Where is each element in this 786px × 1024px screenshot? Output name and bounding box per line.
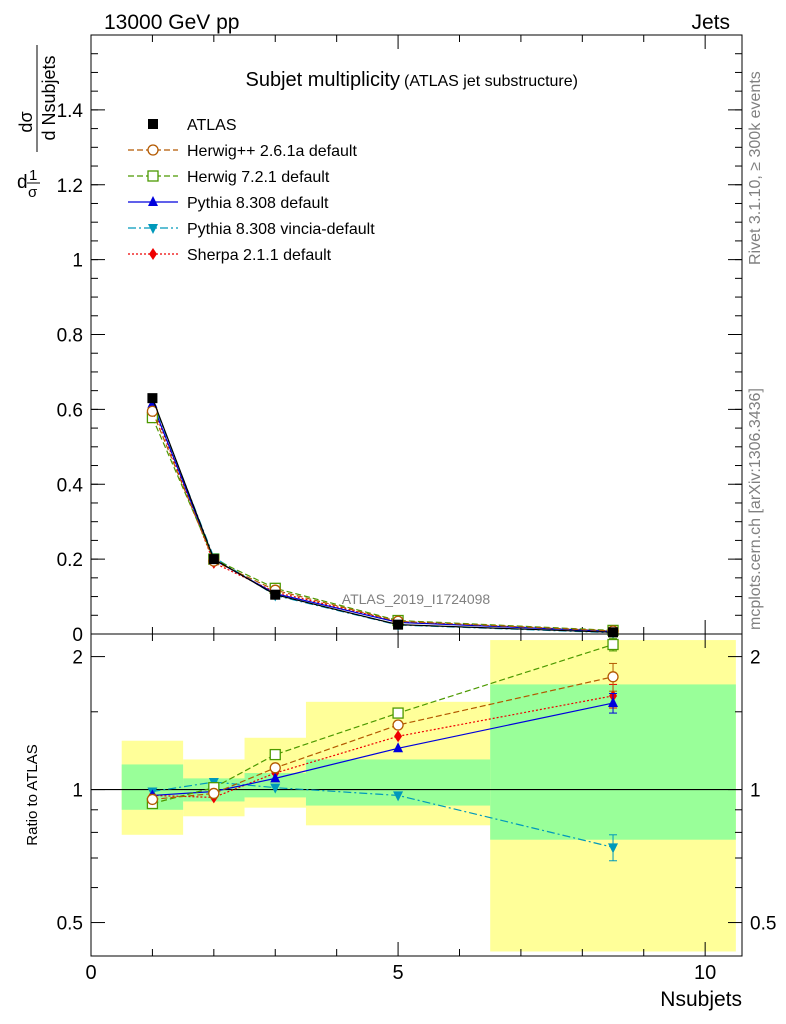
data-point-ATLAS [147,393,158,404]
ratio-ytick-label-left: 2 [72,648,83,669]
ratio-line-Sherpa [152,695,614,799]
ratio-point-Herwig7 [269,748,281,761]
main-ylabel: d 1 σ dσ d Nsubjets [16,45,59,201]
main-ytick-label: 1 [72,251,83,272]
ratio-ytick-label-right: 2 [750,648,761,669]
legend: ATLAS Herwig++ 2.6.1a default Herwig 7.2.1… [128,117,375,264]
ratio-line-Herwig7 [152,643,614,805]
ratio-xtick-label: 5 [393,962,404,984]
header-energy: 13000 GeV pp [104,11,239,34]
main-ytick-label: 0.8 [57,326,83,347]
ratio-xtick-label: 10 [694,962,716,984]
ratio-point-Vincia [608,843,619,854]
ratio-point-Herwig++ [269,762,281,774]
ratio-ytick-label-right: 1 [750,781,761,802]
ratio-ylabel: Ratio to ATLAS [24,744,41,845]
ratio-point-Pythia [608,697,619,708]
ratio-point-Herwig++ [607,671,619,683]
ratio-point-Sherpa [394,730,403,743]
main-ytick-label: 1.4 [57,101,84,122]
ratio-point-Herwig7 [392,707,404,719]
legend-label-Pythia: Pythia 8.308 default [187,195,329,212]
main-ytick-label: 0.2 [57,550,83,571]
ylabel-d1: d [17,172,28,193]
legend-marker-Herwig++ [147,144,159,156]
ylabel-dden: d Nsubjets [39,55,59,140]
ratio-frame [90,633,743,957]
ratio-ytick-label-left: 1 [72,781,83,802]
ratio-ytick-label-left: 0.5 [57,914,83,935]
ylabel-one: 1 [29,167,37,184]
ratio-point-Pythia [270,772,281,783]
ratio-point-Herwig++ [146,793,159,806]
legend-marker-Vincia [148,224,158,234]
chart-title: Subjet multiplicity [245,69,400,91]
legend-label-ATLAS: ATLAS [187,117,237,134]
data-point-ATLAS [208,554,219,565]
legend-label-Sherpa: Sherpa 2.1.1 default [187,247,332,264]
mcplots-label: mcplots.cern.ch [arXiv:1306.3436] [747,388,764,630]
legend-marker-Pythia [148,196,158,206]
main-ytick-label: 0 [72,625,83,646]
x-axis-label: Nsubjets [660,988,742,1011]
main-ytick-label: 0.4 [57,475,84,496]
header-jets: Jets [691,11,730,34]
ratio-point-Herwig++ [392,719,404,731]
legend-label-Herwig++: Herwig++ 2.6.1a default [187,143,357,160]
ratio-point-Herwig++ [208,787,220,800]
data-point-ATLAS [608,627,619,638]
analysis-watermark: ATLAS_2019_I1724098 [342,591,491,607]
ratio-ytick-label-right: 0.5 [750,914,776,935]
ratio-point-Vincia [393,791,404,802]
rivet-label: Rivet 3.1.10, ≥ 300k events [747,71,764,265]
ratio-xtick-label: 0 [85,962,96,984]
legend-marker-Sherpa [149,248,157,260]
ratio-point-Herwig7 [607,638,619,651]
legend-marker-Herwig7 [147,170,159,182]
main-panel: 0 0.2 0.4 0.6 0.8 1 1.2 1.4 Subjet multiplicity… [57,34,743,646]
ratio-panel: 0.5 0.5 1 1 2 2 0 5 10 Ratio to ATLAS Nsubjets [24,633,776,1011]
legend-marker-ATLAS [148,119,158,129]
chart-subtitle: (ATLAS jet substructure) [404,73,578,90]
legend-label-Herwig7: Herwig 7.2.1 default [187,169,330,186]
data-point-ATLAS [270,589,281,600]
ylabel-dnum: dσ [16,111,36,132]
legend-label-Vincia: Pythia 8.308 vincia-default [187,221,375,238]
ratio-point-Pythia [393,742,404,753]
ratio-point-Vincia [270,783,281,794]
data-point-ATLAS [393,619,404,630]
main-ytick-label: 1.2 [57,176,83,197]
ylabel-sigma: σ [28,184,38,201]
main-ytick-label: 0.6 [57,400,83,421]
